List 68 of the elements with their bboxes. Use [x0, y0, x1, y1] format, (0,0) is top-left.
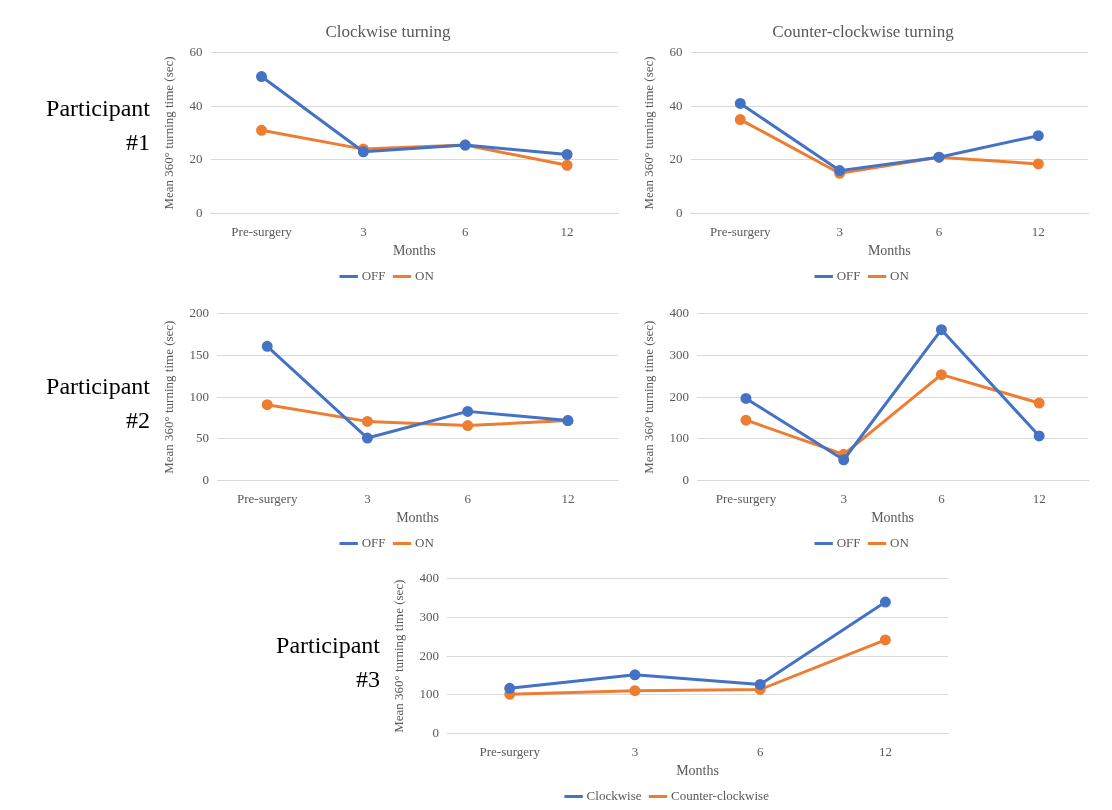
legend-label: OFF [361, 267, 386, 283]
y-tick-label: 400 [669, 305, 690, 321]
y-tick-label: 0 [202, 472, 210, 488]
x-tick-label: 3 [836, 223, 843, 239]
x-tick-label: 12 [1031, 223, 1045, 239]
x-tick-label: 12 [561, 490, 575, 506]
x-tick-label: 6 [464, 490, 472, 506]
x-axis-title: Months [867, 243, 911, 259]
x-tick-label: 6 [935, 223, 943, 239]
x-tick-label: Pre-surgery [715, 490, 777, 506]
y-tick-label: 150 [189, 346, 210, 362]
chart-title: Counter-clockwise turning [772, 21, 955, 41]
y-tick-label: 100 [189, 388, 210, 404]
y-tick-label: 200 [189, 305, 210, 321]
y-tick-label: 60 [669, 43, 683, 59]
x-tick-label: Pre-surgery [237, 490, 298, 506]
y-axis-title: Mean 360° turning time (sec) [391, 579, 407, 733]
x-tick-label: 3 [631, 743, 639, 759]
legend-label: OFF [836, 534, 861, 550]
x-tick-label: Pre-surgery [231, 223, 293, 239]
y-tick-label: 100 [669, 430, 690, 446]
y-axis-title: Mean 360° turning time (sec) [161, 56, 177, 210]
y-tick-label: 200 [669, 388, 690, 404]
x-tick-label: 6 [938, 490, 946, 506]
legend-label: OFF [836, 267, 861, 283]
y-axis-title: Mean 360° turning time (sec) [161, 320, 177, 474]
x-tick-label: Pre-surgery [479, 743, 541, 759]
y-axis-title: Mean 360° turning time (sec) [641, 56, 657, 210]
y-tick-label: 100 [419, 686, 440, 702]
y-tick-label: 0 [432, 725, 440, 741]
legend-label: ON [415, 267, 435, 283]
legend-label: OFF [361, 534, 386, 550]
text: Participant #3 [275, 631, 380, 694]
x-axis-title: Months [392, 243, 436, 259]
legend-label: Counter-clockwise [670, 787, 770, 803]
x-axis-title: Months [676, 763, 719, 779]
x-axis-title: Months [396, 510, 439, 526]
y-tick-label: 50 [196, 430, 210, 446]
y-tick-label: 300 [419, 608, 440, 624]
x-tick-label: 12 [560, 223, 574, 239]
y-tick-label: 0 [196, 205, 203, 221]
y-tick-label: 40 [189, 97, 203, 113]
y-tick-label: 60 [189, 43, 203, 59]
x-tick-label: 6 [756, 743, 764, 759]
y-tick-label: 20 [669, 151, 683, 167]
x-tick-label: 3 [360, 223, 367, 239]
x-tick-label: 12 [878, 743, 892, 759]
y-tick-label: 0 [676, 205, 683, 221]
x-tick-label: 6 [461, 223, 469, 239]
legend-label: ON [890, 267, 910, 283]
y-tick-label: 20 [189, 151, 203, 167]
x-tick-label: 3 [364, 490, 371, 506]
legend-label: ON [890, 534, 910, 550]
text: Participant #2 [45, 372, 150, 435]
y-tick-label: 300 [669, 346, 690, 362]
x-tick-label: Pre-surgery [710, 223, 771, 239]
x-tick-label: 12 [1032, 490, 1046, 506]
legend-label: Clockwise [586, 787, 642, 803]
legend-label: ON [415, 534, 435, 550]
chart-title: Clockwise turning [325, 21, 452, 41]
y-tick-label: 0 [682, 472, 690, 488]
x-axis-title: Months [871, 510, 914, 526]
text: Participant #1 [45, 93, 150, 157]
y-tick-label: 40 [669, 97, 683, 113]
x-tick-label: 3 [840, 490, 847, 506]
y-axis-title: Mean 360° turning time (sec) [641, 320, 657, 474]
y-tick-label: 400 [419, 570, 440, 586]
y-tick-label: 200 [419, 647, 440, 663]
